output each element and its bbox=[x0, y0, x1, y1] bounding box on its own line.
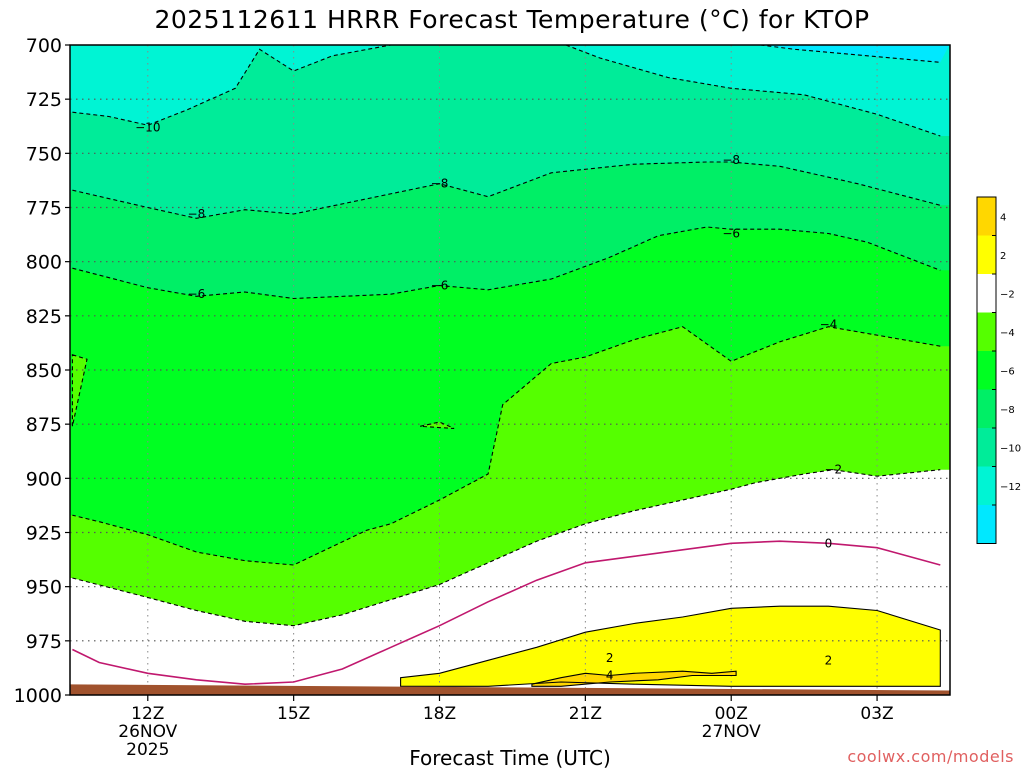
credit-text: coolwx.com/models bbox=[847, 747, 1014, 766]
contour-line-minus4-7 bbox=[72, 326, 941, 566]
x-tick-label-00Z-0: 00Z bbox=[715, 704, 748, 724]
contour-line-0-9 bbox=[72, 540, 941, 686]
y-tick-label-825: 825 bbox=[26, 306, 62, 328]
contour-line-minus8-3 bbox=[72, 161, 941, 219]
contour-line-minus12-0 bbox=[760, 45, 941, 63]
contour-label-4-0: −6 bbox=[431, 279, 449, 293]
colorbar-tick-label-5: −8 bbox=[1000, 405, 1015, 416]
colorbar-tick-label-7: −12 bbox=[1000, 482, 1021, 493]
colorbar-swatch-5 bbox=[977, 389, 996, 428]
ground-surface bbox=[70, 684, 950, 695]
y-tick-label-925: 925 bbox=[26, 523, 62, 545]
ground-fill bbox=[70, 684, 950, 695]
x-tick-label-03Z-0: 03Z bbox=[860, 704, 893, 724]
fill-pocket-minus4 bbox=[420, 422, 455, 429]
contour-label-10-0: 2 bbox=[825, 653, 833, 667]
contour-label-8: −2 bbox=[824, 463, 842, 477]
colorbar-tick-label-4: −6 bbox=[1000, 366, 1015, 377]
contour-line-minus10-1 bbox=[72, 45, 392, 126]
chart-title: 2025112611 HRRR Forecast Temperature (°C… bbox=[154, 5, 869, 34]
grid-lines bbox=[70, 45, 950, 695]
contour-line-2-10 bbox=[400, 605, 941, 687]
y-tick-label-975: 975 bbox=[26, 631, 62, 653]
colorbar-swatch-3 bbox=[977, 312, 996, 351]
y-tick-label-900: 900 bbox=[26, 468, 62, 490]
y-tick-label-850: 850 bbox=[26, 360, 62, 382]
contour-line-minus6-4 bbox=[72, 226, 941, 300]
contour-line-minus10-2 bbox=[565, 45, 941, 137]
contour-label-4: −6 bbox=[188, 287, 206, 301]
colorbar-swatch-6 bbox=[977, 428, 996, 467]
colorbar-tick-label-0: 4 bbox=[1000, 212, 1006, 223]
colorbar-tick-label-6: −10 bbox=[1000, 443, 1021, 454]
x-axis-label: Forecast Time (UTC) bbox=[409, 746, 611, 768]
colorbar-swatch-7 bbox=[977, 466, 996, 505]
contour-labels: −10 −8 −8 −8 −6 −6 −6 −4 −2 0 2 2 4 bbox=[135, 120, 842, 682]
contour-label-4-1: −6 bbox=[722, 227, 740, 241]
contour-label-3: −8 bbox=[188, 207, 206, 221]
contour-label-5: −4 bbox=[820, 318, 838, 332]
y-tick-label-700: 700 bbox=[26, 35, 62, 57]
y-tick-label-875: 875 bbox=[26, 414, 62, 436]
colorbar-swatch-8 bbox=[977, 505, 996, 544]
colorbar-swatch-0 bbox=[977, 197, 996, 236]
fill-band-2-to-4 bbox=[400, 606, 941, 687]
colorbar-swatch-2 bbox=[977, 274, 996, 313]
colorbar-tick-label-2: −2 bbox=[1000, 289, 1015, 300]
contour-label-11: 4 bbox=[606, 669, 614, 683]
x-tick-label-12Z-1: 26NOV bbox=[118, 722, 177, 742]
contour-line-4-11 bbox=[531, 670, 737, 687]
colorbar-swatch-1 bbox=[977, 235, 996, 274]
x-tick-label-00Z-1: 27NOV bbox=[702, 722, 761, 742]
y-tick-label-950: 950 bbox=[26, 577, 62, 599]
x-tick-label-12Z-2: 2025 bbox=[126, 740, 169, 760]
y-tick-label-725: 725 bbox=[26, 89, 62, 111]
colorbar-tick-label-1: 2 bbox=[1000, 251, 1006, 262]
y-tick-label-750: 750 bbox=[26, 143, 62, 165]
y-axis: 700 725 750 775 800 825 850 875 900 925 950 975 1000 bbox=[14, 35, 70, 707]
y-tick-label-1000: 1000 bbox=[14, 685, 62, 707]
colorbar-legend: 4 2 −2 −4 −6 −8 −10 −12 bbox=[976, 196, 1021, 544]
contour-line-minus4-6 bbox=[419, 421, 455, 430]
x-tick-label-18Z-0: 18Z bbox=[423, 704, 456, 724]
contour-lines bbox=[71, 45, 941, 687]
colorbar-tick-label-3: −4 bbox=[1000, 328, 1015, 339]
contour-line-minus2-8 bbox=[72, 469, 941, 627]
y-tick-label-800: 800 bbox=[26, 252, 62, 274]
fill-band-below-minus12 bbox=[760, 45, 950, 63]
contour-label-1: −10 bbox=[135, 120, 160, 134]
x-tick-label-15Z-0: 15Z bbox=[277, 704, 310, 724]
contour-label-9: 0 bbox=[825, 536, 833, 550]
plot-area bbox=[70, 45, 950, 695]
y-tick-label-775: 775 bbox=[26, 198, 62, 220]
contour-label-10: 2 bbox=[606, 651, 614, 665]
x-tick-label-12Z-0: 12Z bbox=[131, 704, 164, 724]
contour-label-3-0: −8 bbox=[431, 177, 449, 191]
contour-line-minus4-5 bbox=[71, 354, 88, 427]
colorbar-border bbox=[976, 196, 997, 544]
colorbar-swatch-4 bbox=[977, 351, 996, 390]
x-tick-label-21Z-0: 21Z bbox=[569, 704, 602, 724]
contour-label-3-1: −8 bbox=[722, 153, 740, 167]
